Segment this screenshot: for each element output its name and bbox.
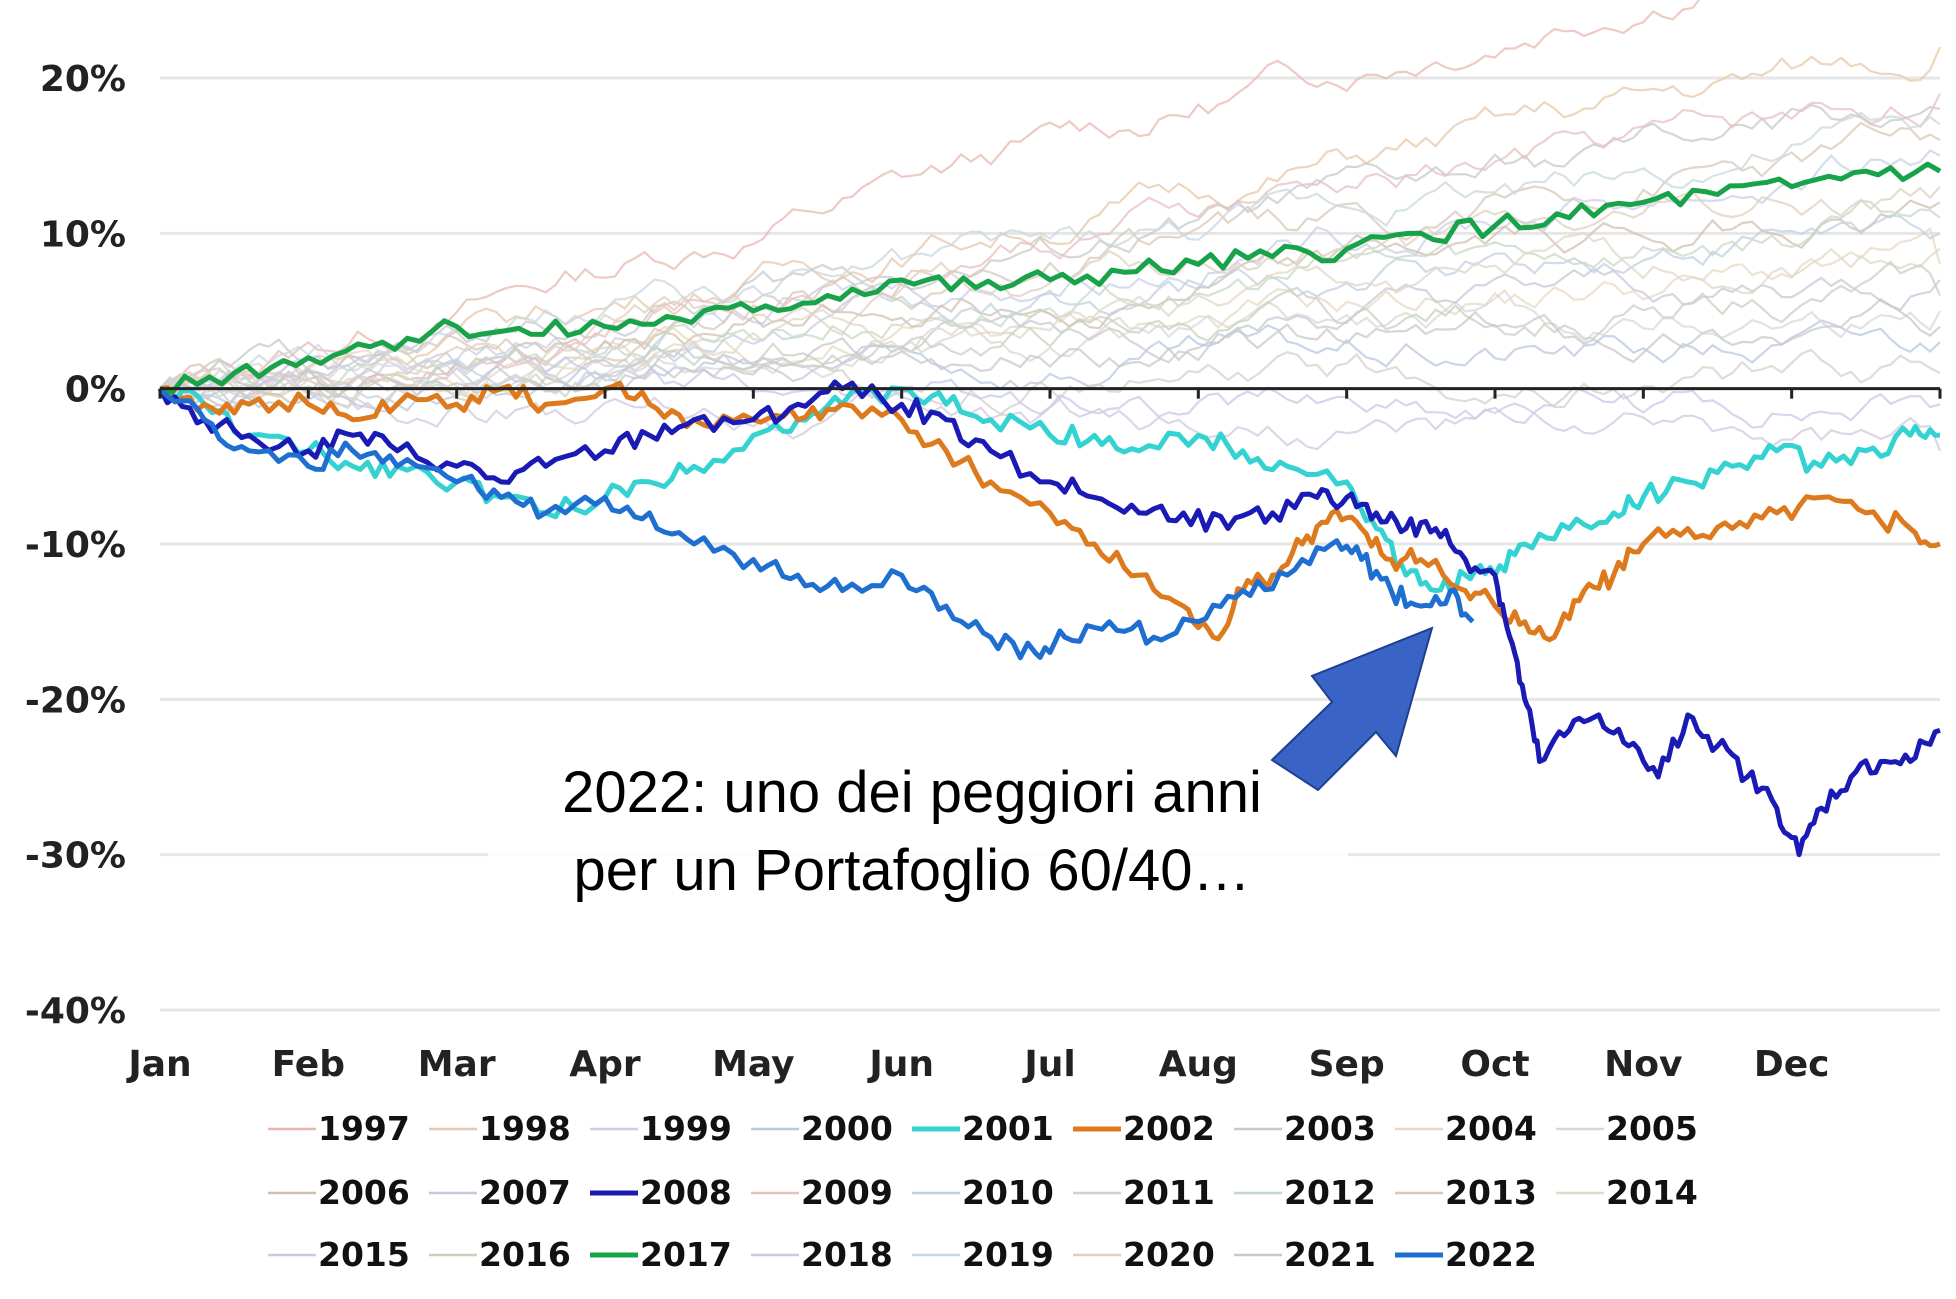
legend-label-2018: 2018 <box>801 1235 893 1274</box>
x-tick-label: Nov <box>1604 1044 1682 1085</box>
series-line-2005 <box>159 289 1941 399</box>
annotation-arrow-icon <box>1270 626 1434 792</box>
series-line-2013 <box>159 121 1941 400</box>
series-line-2017 <box>159 161 1942 395</box>
legend-label-2006: 2006 <box>318 1173 410 1212</box>
y-tick-label: -30% <box>25 836 126 877</box>
annotation-text: per un Portafoglio 60/40… <box>573 838 1250 903</box>
legend-label-2008: 2008 <box>640 1173 732 1212</box>
series-line-2007 <box>159 267 1941 399</box>
x-tick-label: Jul <box>1021 1044 1075 1085</box>
legend-label-2003: 2003 <box>1284 1109 1376 1148</box>
x-tick-label: Dec <box>1754 1044 1830 1085</box>
y-tick-label: 20% <box>40 59 126 100</box>
legend-label-2019: 2019 <box>962 1235 1054 1274</box>
legend-label-2009: 2009 <box>801 1173 893 1212</box>
annotation-text: 2022: uno dei peggiori anni <box>562 760 1262 825</box>
legend-label-2012: 2012 <box>1284 1173 1376 1212</box>
x-tick-label: Oct <box>1460 1044 1529 1085</box>
legend-label-1998: 1998 <box>479 1109 571 1148</box>
y-tick-label: -40% <box>25 991 126 1032</box>
legend-label-2017: 2017 <box>640 1235 732 1274</box>
series-line-1997 <box>159 0 1701 390</box>
x-tick-label: May <box>712 1044 794 1085</box>
legend-label-2020: 2020 <box>1123 1235 1215 1274</box>
series-line-2010 <box>159 214 1941 409</box>
y-tick-label: 10% <box>40 214 126 255</box>
x-tick-label: Aug <box>1159 1044 1238 1085</box>
series-line-2008 <box>157 379 1941 858</box>
x-tick-label: Feb <box>272 1044 345 1085</box>
legend-label-2002: 2002 <box>1123 1109 1215 1148</box>
series-line-2009 <box>159 93 1941 397</box>
legend-label-2000: 2000 <box>801 1109 893 1148</box>
series-line-2006 <box>159 199 1941 412</box>
legend-label-2007: 2007 <box>479 1173 571 1212</box>
series-line-2002 <box>159 380 1941 643</box>
legend-label-2010: 2010 <box>962 1173 1054 1212</box>
y-tick-label: -20% <box>25 680 126 721</box>
series-line-2022 <box>158 386 1475 661</box>
legend-label-2005: 2005 <box>1606 1109 1698 1148</box>
legend-label-2016: 2016 <box>479 1235 571 1274</box>
legend-label-2015: 2015 <box>318 1235 410 1274</box>
y-tick-label: -10% <box>25 525 126 566</box>
series-line-2021 <box>159 297 1941 399</box>
x-tick-label: Mar <box>418 1044 496 1085</box>
series-line-2001 <box>158 385 1941 595</box>
legend-label-2014: 2014 <box>1606 1173 1698 1212</box>
x-tick-label: Sep <box>1309 1044 1385 1085</box>
legend-label-2011: 2011 <box>1123 1173 1215 1212</box>
x-tick-label: Jun <box>866 1044 934 1085</box>
legend-label-2022: 2022 <box>1445 1235 1537 1274</box>
x-tick-label: Apr <box>569 1044 641 1085</box>
legend-label-2004: 2004 <box>1445 1109 1537 1148</box>
legend-label-2021: 2021 <box>1284 1235 1376 1274</box>
series-line-2020 <box>159 185 1941 410</box>
legend-label-2001: 2001 <box>962 1109 1054 1148</box>
annotation-background <box>488 752 1348 922</box>
y-tick-label: 0% <box>65 370 126 411</box>
x-tick-label: Jan <box>125 1044 191 1085</box>
legend-label-2013: 2013 <box>1445 1173 1537 1212</box>
legend-label-1999: 1999 <box>640 1109 732 1148</box>
legend-label-1997: 1997 <box>318 1109 410 1148</box>
